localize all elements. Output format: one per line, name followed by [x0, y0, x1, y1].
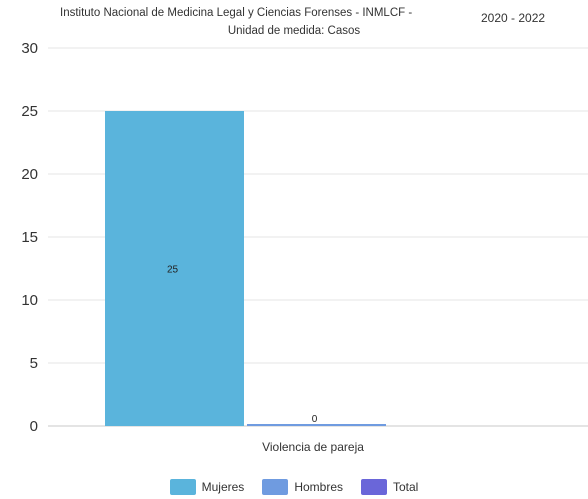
data-labels: 25 0 [167, 265, 318, 426]
legend-swatch-mujeres [169, 479, 196, 495]
legend-item-mujeres[interactable]: Mujeres [169, 479, 245, 495]
y-tick-30: 30 [21, 40, 38, 57]
chart-legend: Mujeres Hombres Total [0, 479, 588, 495]
y-tick-20: 20 [21, 166, 38, 183]
y-tick-10: 10 [21, 292, 38, 309]
chart-subtitle: Instituto Nacional de Medicina Legal y C… [60, 7, 413, 19]
legend-swatch-hombres [262, 479, 289, 495]
data-label-hombres: 0 [312, 414, 318, 425]
y-tick-25: 25 [21, 103, 38, 120]
bar-hombres[interactable] [247, 424, 386, 426]
legend-item-total[interactable]: Total [361, 479, 418, 495]
legend-label-mujeres: Mujeres [201, 480, 245, 494]
period-range: 2020 - 2022 [481, 11, 546, 25]
legend-item-hombres[interactable]: Hombres [262, 479, 343, 495]
bar-chart: 0 5 10 15 20 25 30 25 0 Violencia de pareja [21, 40, 588, 454]
legend-swatch-total [361, 479, 387, 495]
unit-label: Unidad de medida: Casos [227, 25, 361, 37]
y-axis-ticks: 0 5 10 15 20 25 30 [21, 40, 38, 435]
data-label-mujeres: 25 [167, 265, 179, 276]
bar-mujeres[interactable] [105, 111, 244, 426]
x-axis-categories: Violencia de pareja [262, 440, 364, 454]
x-category-label: Violencia de pareja [262, 440, 364, 454]
bars [105, 111, 386, 426]
y-tick-0: 0 [30, 418, 38, 435]
y-tick-15: 15 [21, 229, 38, 246]
y-tick-5: 5 [30, 355, 38, 372]
legend-label-hombres: Hombres [294, 480, 343, 494]
legend-label-total: Total [393, 480, 419, 494]
